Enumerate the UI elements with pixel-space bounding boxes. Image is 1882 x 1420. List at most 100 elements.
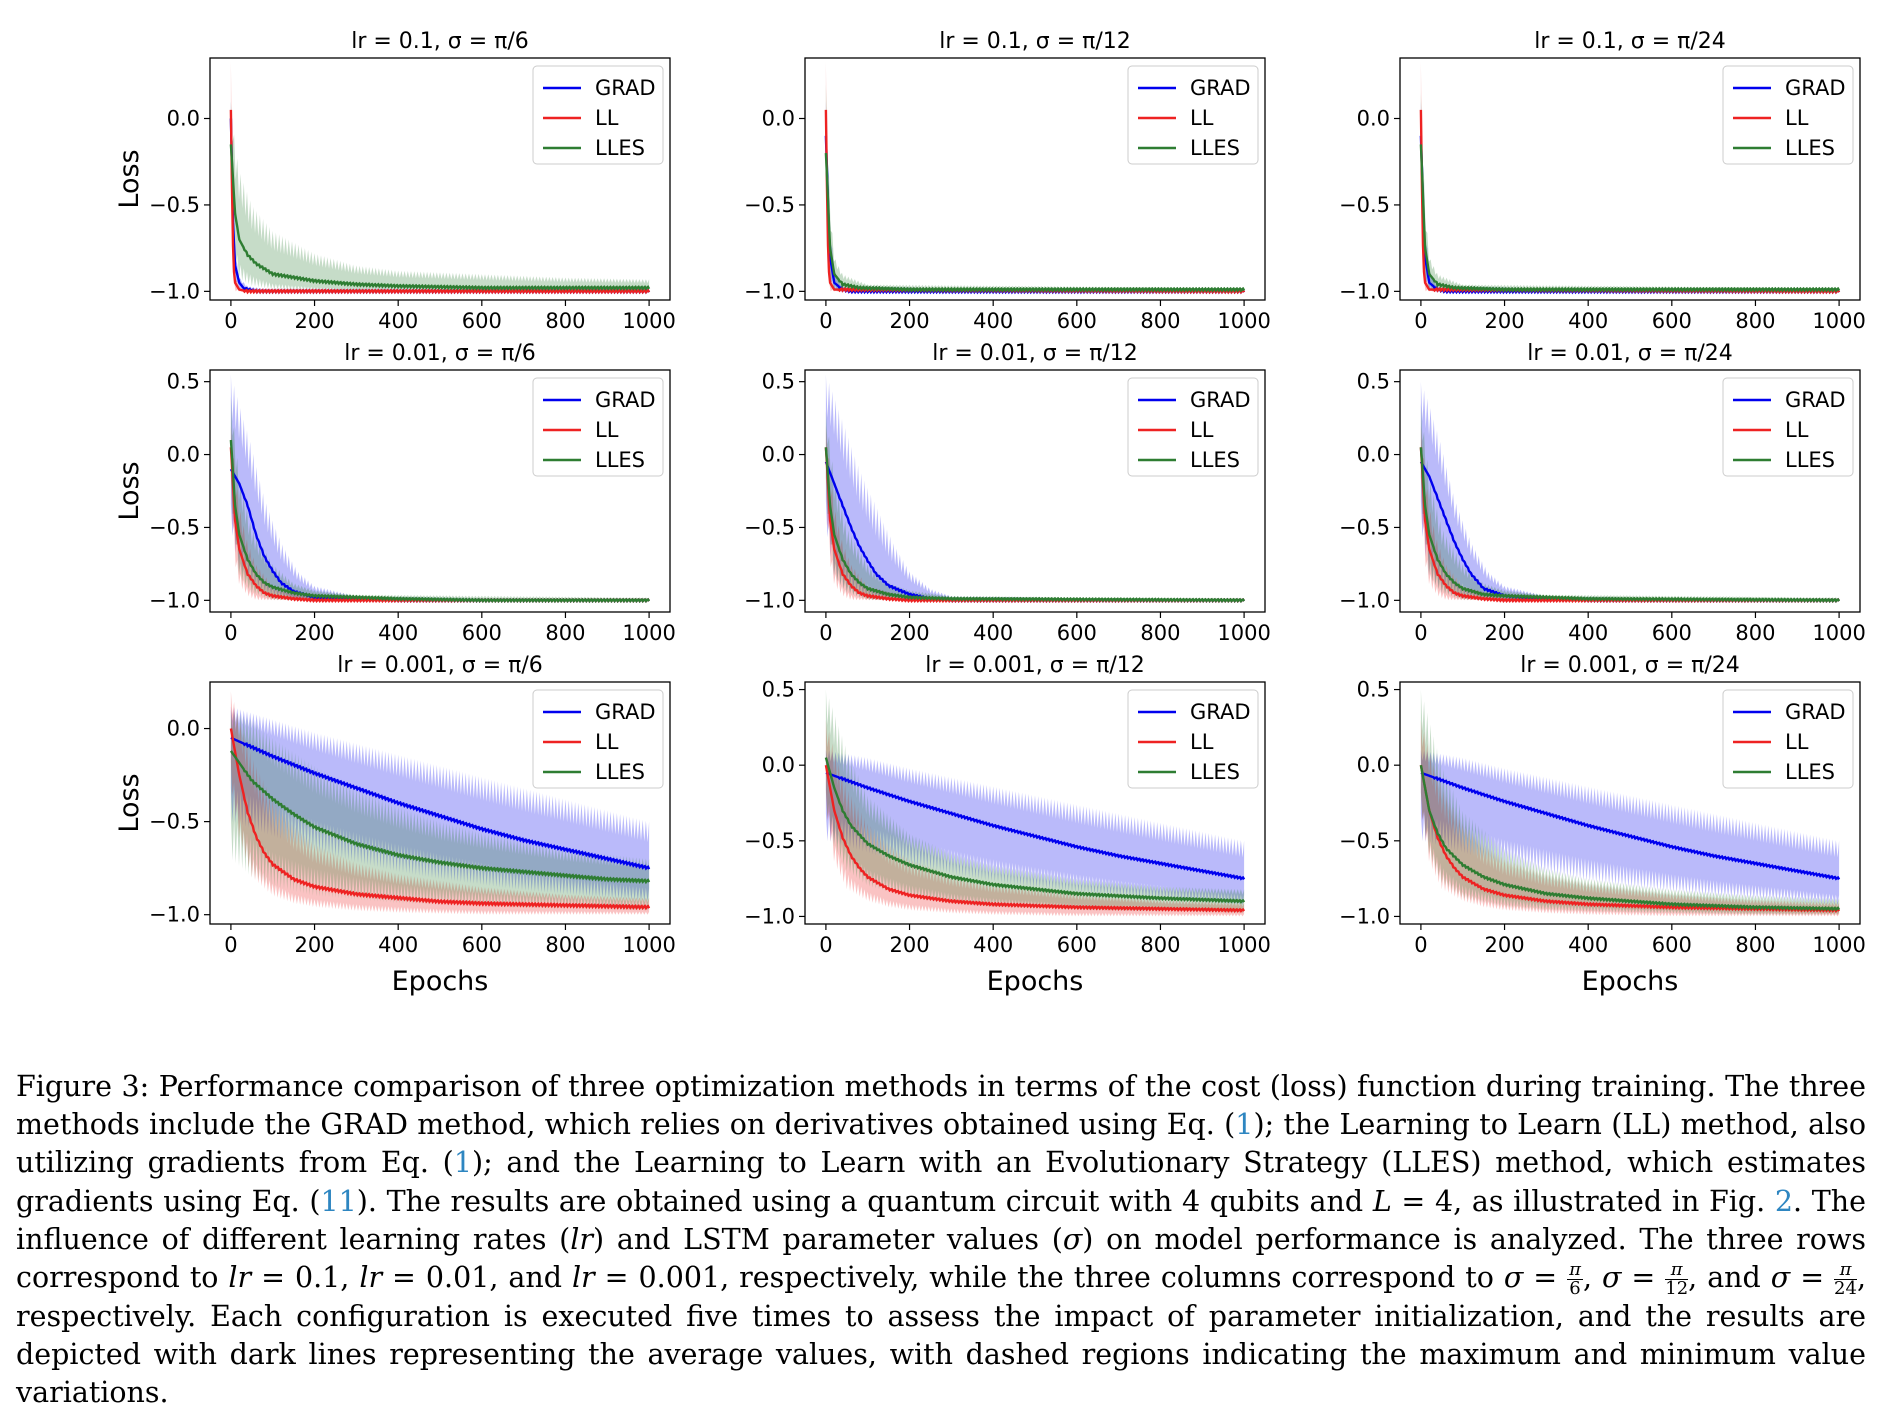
subplot-title: lr = 0.001, σ = π/12: [925, 653, 1145, 678]
subplot-7: 0 200 400 600 800 1000 −1.0 −0.5 0.0 lr = 0.001, …: [114, 653, 676, 997]
y-tick-label: −0.5: [744, 515, 795, 539]
legend: GRAD LL LLES: [1127, 65, 1259, 165]
legend-label-grad: GRAD: [595, 700, 656, 724]
line-lles: [1419, 764, 1841, 912]
caption-text: = 0.01, and: [382, 1261, 572, 1295]
y-tick-label: 0.0: [762, 753, 795, 777]
legend-label-lles: LLES: [595, 760, 645, 784]
x-tick-label: 200: [1484, 933, 1524, 957]
eq-ref-link[interactable]: 11: [320, 1184, 357, 1218]
math-symbol: L: [1372, 1184, 1392, 1218]
fraction-pi-24: π 24: [1834, 1261, 1857, 1298]
x-tick-label: 800: [545, 933, 585, 957]
y-tick-label: −0.5: [744, 829, 795, 853]
legend-label-grad: GRAD: [1190, 700, 1251, 724]
legend-box: [1127, 377, 1259, 477]
y-tick-label: −1.0: [744, 588, 795, 612]
y-tick-label: −0.5: [149, 193, 200, 217]
legend-box: [532, 65, 664, 165]
legend-label-grad: GRAD: [1785, 76, 1846, 100]
plot-area: [824, 374, 1246, 604]
subplot-3: 0 200 400 600 800 1000 −1.0 −0.5 0.0 lr = 0.1, σ …: [1339, 29, 1866, 333]
line-lles: [824, 757, 1246, 904]
plot-area: [229, 691, 651, 915]
caption-text: ) and LSTM parameter values (: [593, 1222, 1063, 1256]
line-lles: [1419, 144, 1841, 293]
legend-label-lles: LLES: [1785, 448, 1835, 472]
subplot-title: lr = 0.001, σ = π/24: [1520, 653, 1740, 678]
math-symbol: σ: [1062, 1222, 1083, 1256]
axes-frame: [1399, 369, 1861, 613]
y-tick-label: 0.0: [1357, 107, 1390, 131]
legend-box: [1722, 689, 1854, 789]
x-axis-label: Epochs: [1582, 966, 1679, 997]
legend-label-lles: LLES: [1190, 136, 1240, 160]
legend: GRAD LL LLES: [532, 689, 664, 789]
math-symbol: lr: [228, 1261, 252, 1295]
legend: GRAD LL LLES: [1127, 377, 1259, 477]
band-grad: [230, 706, 650, 902]
x-tick-label: 1000: [1812, 309, 1865, 333]
x-tick-label: 0: [819, 933, 832, 957]
x-tick-label: 1000: [622, 933, 675, 957]
line-ll: [824, 764, 1246, 914]
x-tick-label: 400: [378, 621, 418, 645]
x-tick-label: 200: [294, 933, 334, 957]
y-tick-label: 0.0: [167, 717, 200, 741]
legend-box: [1127, 65, 1259, 165]
x-tick-label: 400: [1568, 621, 1608, 645]
band-grad: [230, 374, 650, 601]
caption-text: = 0.1,: [251, 1261, 360, 1295]
y-axis-label: Loss: [114, 461, 145, 520]
eq-ref-link[interactable]: 1: [453, 1146, 472, 1180]
legend: GRAD LL LLES: [1722, 377, 1854, 477]
band-lles: [825, 410, 1245, 601]
legend-label-ll: LL: [595, 106, 619, 130]
x-tick-label: 0: [224, 309, 237, 333]
x-tick-label: 0: [819, 621, 832, 645]
band-grad: [1420, 381, 1840, 601]
fraction-numerator: π: [1567, 1259, 1583, 1281]
caption-text: =: [1790, 1261, 1835, 1295]
x-tick-label: 600: [1652, 309, 1692, 333]
band-grad: [825, 374, 1245, 601]
fig-ref-link[interactable]: 2: [1774, 1184, 1794, 1218]
x-tick-label: 0: [1414, 621, 1427, 645]
y-tick-label: −0.5: [744, 193, 795, 217]
y-tick-label: −1.0: [149, 903, 200, 927]
x-tick-label: 0: [819, 309, 832, 333]
plot-area: [824, 61, 1246, 295]
eq-ref-link[interactable]: 1: [1235, 1108, 1254, 1142]
legend: GRAD LL LLES: [1127, 689, 1259, 789]
legend-label-ll: LL: [1190, 106, 1214, 130]
legend-label-ll: LL: [1785, 730, 1809, 754]
y-tick-label: 0.0: [167, 443, 200, 467]
legend-box: [532, 377, 664, 477]
band-lles: [230, 396, 650, 601]
plot-area: [1419, 61, 1841, 295]
legend-label-grad: GRAD: [1785, 388, 1846, 412]
x-tick-label: 600: [462, 621, 502, 645]
legend-box: [1127, 689, 1259, 789]
axes-frame: [209, 57, 671, 301]
math-symbol: lr: [359, 1261, 383, 1295]
y-tick-label: −0.5: [1339, 515, 1390, 539]
figure-grid: 0 200 400 600 800 1000 −1.0 −0.5 0.0 lr = 0.1, σ …: [114, 29, 1866, 997]
caption-text: =: [1523, 1261, 1568, 1295]
x-tick-label: 600: [1057, 933, 1097, 957]
x-tick-label: 800: [1735, 309, 1775, 333]
x-tick-label: 600: [1652, 933, 1692, 957]
y-tick-label: −1.0: [149, 279, 200, 303]
caption-text: ). The results are obtained using a quan…: [356, 1184, 1373, 1218]
x-tick-label: 1000: [1217, 933, 1270, 957]
plot-area: [229, 374, 651, 604]
subplot-1: 0 200 400 600 800 1000 −1.0 −0.5 0.0 lr = 0.1, σ …: [114, 29, 676, 333]
y-tick-label: 0.5: [762, 370, 795, 394]
x-tick-label: 200: [889, 621, 929, 645]
y-tick-label: −1.0: [1339, 904, 1390, 928]
x-tick-label: 200: [294, 309, 334, 333]
x-tick-label: 1000: [1812, 621, 1865, 645]
x-tick-label: 1000: [1217, 309, 1270, 333]
plot-area: [824, 689, 1246, 917]
legend-label-grad: GRAD: [1190, 388, 1251, 412]
